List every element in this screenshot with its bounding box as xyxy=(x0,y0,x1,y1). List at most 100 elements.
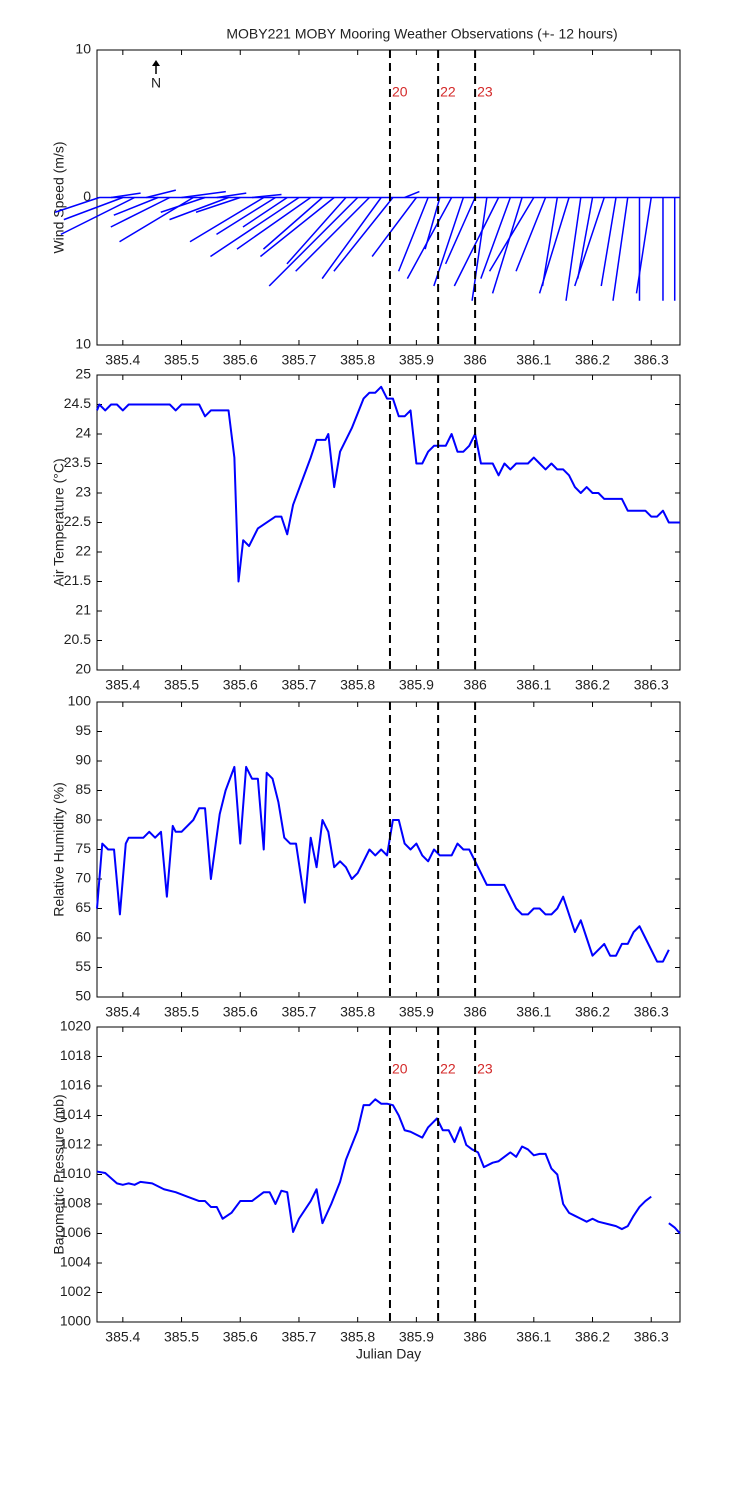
wind-stick xyxy=(541,197,559,287)
y-tick-label: 24.5 xyxy=(64,395,91,411)
y-tick-label: 1014 xyxy=(60,1106,91,1122)
x-tick-label: 386 xyxy=(463,1004,487,1020)
north-label: N xyxy=(151,75,161,91)
x-tick-label: 385.6 xyxy=(223,1004,258,1020)
x-tick-label: 385.7 xyxy=(281,1329,316,1345)
wind-stick xyxy=(216,196,276,236)
y-tick-label: 21.5 xyxy=(64,572,91,588)
y-tick-label: 55 xyxy=(75,958,91,974)
x-tick-label: 386.2 xyxy=(575,1329,610,1345)
wind-stick xyxy=(268,196,359,287)
wind-stick xyxy=(110,196,171,228)
y-tick-label: 23 xyxy=(75,484,91,500)
x-tick-label: 385.6 xyxy=(223,677,258,693)
wind-stick xyxy=(169,196,229,221)
event-label: 20 xyxy=(392,1061,408,1077)
wind-stick xyxy=(444,197,476,265)
x-tick-label: 386 xyxy=(463,1329,487,1345)
x-tick-label: 385.8 xyxy=(340,677,375,693)
x-tick-label: 386.3 xyxy=(634,352,669,368)
x-tick-label: 385.5 xyxy=(164,1329,199,1345)
y-axis-label: Relative Humidity (%) xyxy=(51,782,67,917)
wind-stick xyxy=(259,196,335,258)
x-tick-label: 385.4 xyxy=(105,1004,140,1020)
wind-stick xyxy=(371,197,417,257)
y-tick-label: 1012 xyxy=(60,1136,91,1152)
x-tick-label: 386.3 xyxy=(634,1329,669,1345)
x-tick-label: 386.1 xyxy=(516,352,551,368)
y-tick-label: 22.5 xyxy=(64,513,91,529)
wind-stick xyxy=(480,197,512,279)
wind-stick xyxy=(565,197,582,301)
wind-stick xyxy=(600,197,617,287)
wind-stick xyxy=(189,196,265,243)
x-tick-label: 386.2 xyxy=(575,352,610,368)
x-tick-label: 385.8 xyxy=(340,1004,375,1020)
north-arrow-head xyxy=(152,60,160,66)
x-tick-label: 385.9 xyxy=(399,1329,434,1345)
y-axis-label: Barometric Pressure (mb) xyxy=(51,1094,67,1254)
x-tick-label: 385.9 xyxy=(399,677,434,693)
y-tick-label: 50 xyxy=(75,988,91,1004)
wind-stick xyxy=(321,197,382,280)
x-tick-label: 386.3 xyxy=(634,677,669,693)
wind-stick xyxy=(538,197,570,294)
x-tick-label: 385.5 xyxy=(164,352,199,368)
x-tick-label: 385.8 xyxy=(340,352,375,368)
wind-stick xyxy=(577,197,594,279)
wind-stick xyxy=(635,197,652,294)
y-tick-label: 1018 xyxy=(60,1047,91,1063)
wind-stick xyxy=(404,190,420,199)
y-tick-label: 60 xyxy=(75,929,91,945)
wind-stick xyxy=(491,197,523,294)
x-tick-label: 386.2 xyxy=(575,677,610,693)
x-tick-label: 385.9 xyxy=(399,1004,434,1020)
wind-stick xyxy=(612,197,629,301)
event-label: 23 xyxy=(477,84,493,100)
y-tick-label: 100 xyxy=(68,693,92,709)
event-label: 20 xyxy=(392,84,408,100)
y-tick-label: 1006 xyxy=(60,1224,91,1240)
wind-stick xyxy=(113,196,159,216)
wind-stick xyxy=(453,197,500,287)
data-line xyxy=(96,385,680,583)
x-tick-label: 386 xyxy=(463,677,487,693)
y-tick-label: 1020 xyxy=(60,1018,91,1034)
x-tick-label: 386.1 xyxy=(516,1329,551,1345)
wind-stick xyxy=(181,190,226,199)
y-tick-label: 85 xyxy=(75,781,91,797)
data-line xyxy=(96,765,670,963)
y-tick-label: 95 xyxy=(75,722,91,738)
plot-frame xyxy=(96,374,681,671)
wind-stick xyxy=(236,196,312,250)
y-tick-label: 90 xyxy=(75,752,91,768)
wind-stick xyxy=(471,197,488,301)
wind-stick xyxy=(262,196,323,250)
x-tick-label: 386.1 xyxy=(516,1004,551,1020)
wind-stick xyxy=(333,197,394,272)
figure-title: MOBY221 MOBY Mooring Weather Observation… xyxy=(226,26,617,42)
wind-stick xyxy=(574,197,605,287)
wind-stick xyxy=(295,196,370,272)
wind-stick xyxy=(397,197,429,272)
x-tick-label: 385.4 xyxy=(105,1329,140,1345)
plot-frame xyxy=(96,1026,681,1323)
wind-stick xyxy=(63,196,124,221)
y-tick-label: 21 xyxy=(75,602,91,618)
y-tick-label: 70 xyxy=(75,870,91,886)
x-tick-label: 386 xyxy=(463,352,487,368)
x-tick-label: 385.7 xyxy=(281,1004,316,1020)
wind-stick xyxy=(146,189,176,199)
y-tick-label: 80 xyxy=(75,811,91,827)
wind-stick xyxy=(242,196,288,228)
wind-stick xyxy=(515,197,547,272)
wind-stick xyxy=(488,197,535,272)
y-axis-label: Wind Speed (m/s) xyxy=(51,141,67,253)
x-tick-label: 385.9 xyxy=(399,352,434,368)
wind-stick xyxy=(406,197,453,279)
x-tick-label: 385.5 xyxy=(164,677,199,693)
wind-stick xyxy=(195,196,241,213)
x-tick-label: 385.8 xyxy=(340,1329,375,1345)
y-tick-label: 20 xyxy=(75,661,91,677)
